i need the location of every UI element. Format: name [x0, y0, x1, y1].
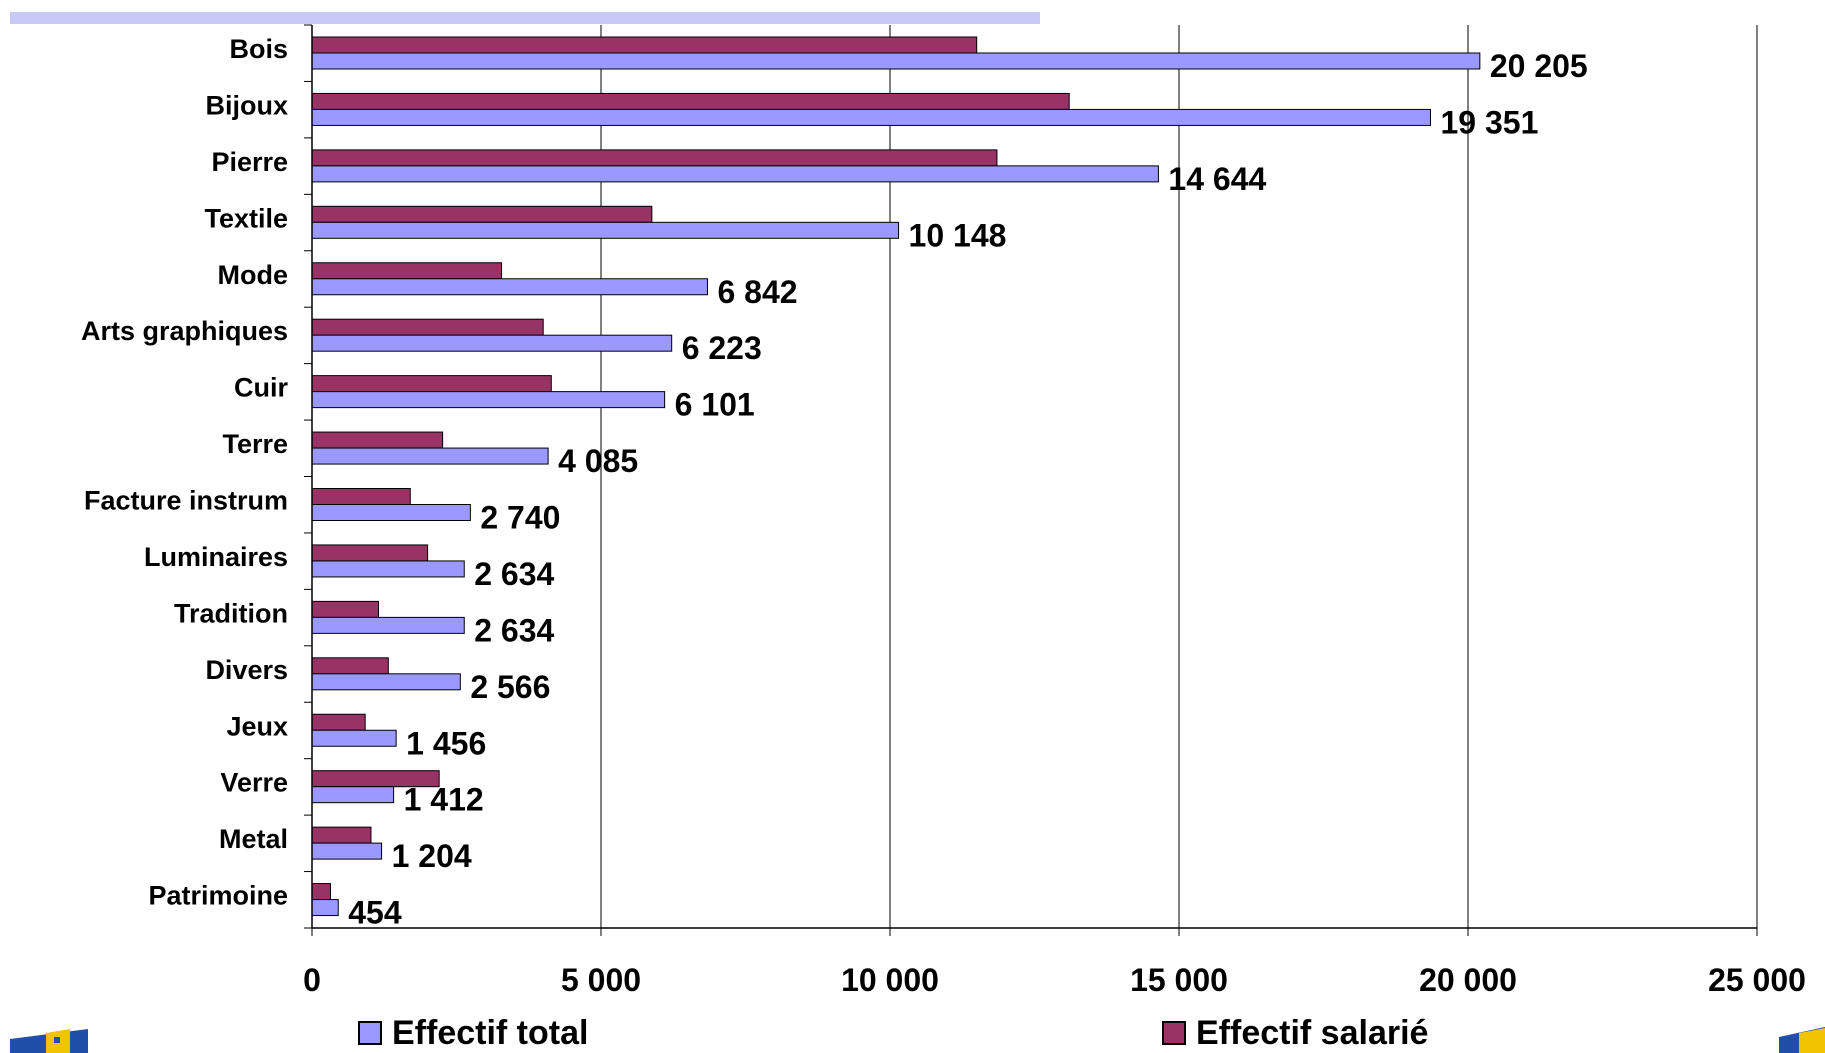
- data-label-total: 1 412: [404, 782, 484, 818]
- data-label-total: 6 842: [717, 274, 797, 310]
- category-label: Tradition: [174, 598, 288, 628]
- data-label-total: 454: [348, 895, 402, 931]
- bar-effectif-salarie: [311, 149, 998, 167]
- category-label: Pierre: [211, 147, 288, 177]
- bar-effectif-salarie: [311, 92, 1070, 110]
- data-label-total: 14 644: [1168, 161, 1266, 197]
- data-label-total: 2 740: [480, 500, 560, 536]
- bar-effectif-salarie: [311, 375, 552, 393]
- category-label: Terre: [222, 429, 288, 459]
- legend-label-total: Effectif total: [392, 1013, 589, 1052]
- bar-effectif-total: [311, 616, 465, 634]
- category-label: Bois: [229, 34, 288, 64]
- category-label: Bijoux: [205, 90, 288, 120]
- bar-chart: Bois 20 205 Bijoux 19 351 Pierre 14 644 Textil…: [81, 24, 1806, 998]
- data-label-total: 4 085: [558, 443, 638, 479]
- category-label: Facture instrum: [84, 486, 288, 516]
- legend-item-salarie: Effectif salarié: [1162, 1013, 1428, 1053]
- data-label-total: 10 148: [909, 217, 1007, 253]
- category-label: Metal: [219, 824, 288, 854]
- bar-effectif-total: [311, 391, 666, 409]
- x-tick-label: 0: [303, 962, 321, 998]
- gridlines: [600, 25, 1758, 928]
- x-tick-label: 15 000: [1130, 962, 1228, 998]
- corner-logo-left: [10, 1029, 88, 1053]
- legend-swatch-total: [358, 1021, 382, 1045]
- bar-effectif-total: [311, 108, 1431, 126]
- bar-effectif-total: [311, 278, 708, 296]
- bar-effectif-total: [311, 221, 900, 239]
- bar-effectif-total: [311, 504, 471, 521]
- category-label: Mode: [218, 260, 289, 290]
- category-label: Divers: [205, 655, 288, 685]
- bar-effectif-salarie: [311, 318, 544, 336]
- bar-effectif-total: [311, 899, 339, 917]
- bar-effectif-salarie: [311, 205, 653, 223]
- axes: 0 5 000 10 000 15 000 20 000 25 000: [303, 24, 1806, 998]
- data-label-total: 2 634: [474, 612, 554, 648]
- x-tick-label: 5 000: [561, 962, 641, 998]
- bar-effectif-salarie: [311, 883, 331, 901]
- x-tick-label: 10 000: [841, 962, 939, 998]
- bar-effectif-total: [311, 729, 397, 747]
- bar-effectif-total: [311, 334, 673, 352]
- category-label: Cuir: [234, 373, 288, 403]
- data-label-total: 6 223: [682, 330, 762, 366]
- data-label-total: 6 101: [675, 387, 755, 423]
- bar-effectif-salarie: [311, 262, 503, 280]
- bar-effectif-salarie: [311, 544, 429, 562]
- category-label: Luminaires: [144, 542, 288, 572]
- data-label-total: 20 205: [1490, 48, 1588, 84]
- legend-item-total: Effectif total: [358, 1013, 588, 1053]
- labels: Bois 20 205 Bijoux 19 351 Pierre 14 644 Textil…: [81, 34, 1588, 931]
- bar-effectif-total: [311, 447, 549, 465]
- bar-effectif-total: [311, 673, 461, 691]
- bar-effectif-salarie: [311, 600, 379, 618]
- data-label-total: 2 634: [474, 556, 554, 592]
- bars: [311, 36, 1481, 917]
- bar-effectif-salarie: [311, 488, 411, 505]
- bar-effectif-salarie: [311, 826, 372, 844]
- category-label: Jeux: [226, 711, 288, 741]
- data-label-total: 19 351: [1440, 104, 1538, 140]
- bar-effectif-total: [311, 52, 1481, 70]
- data-label-total: 1 204: [392, 838, 472, 874]
- bar-effectif-total: [311, 560, 465, 578]
- bar-effectif-salarie: [311, 713, 366, 731]
- data-label-total: 2 566: [470, 669, 550, 705]
- legend-swatch-salarie: [1162, 1021, 1186, 1045]
- top-decorative-band: [10, 12, 1040, 24]
- category-label: Verre: [220, 768, 288, 798]
- data-label-total: 1 456: [406, 725, 486, 761]
- bar-effectif-salarie: [311, 431, 444, 449]
- category-label: Textile: [204, 203, 288, 233]
- category-label: Arts graphiques: [81, 316, 288, 346]
- category-label: Patrimoine: [148, 881, 288, 911]
- x-tick-label: 20 000: [1419, 962, 1517, 998]
- bar-effectif-total: [311, 842, 383, 860]
- bar-effectif-salarie: [311, 36, 978, 54]
- corner-logo-right: [1779, 1027, 1825, 1053]
- bar-effectif-total: [311, 165, 1159, 183]
- bar-effectif-total: [311, 786, 395, 804]
- legend-label-salarie: Effectif salarié: [1196, 1013, 1429, 1052]
- x-tick-label: 25 000: [1708, 962, 1806, 998]
- bar-effectif-salarie: [311, 657, 389, 675]
